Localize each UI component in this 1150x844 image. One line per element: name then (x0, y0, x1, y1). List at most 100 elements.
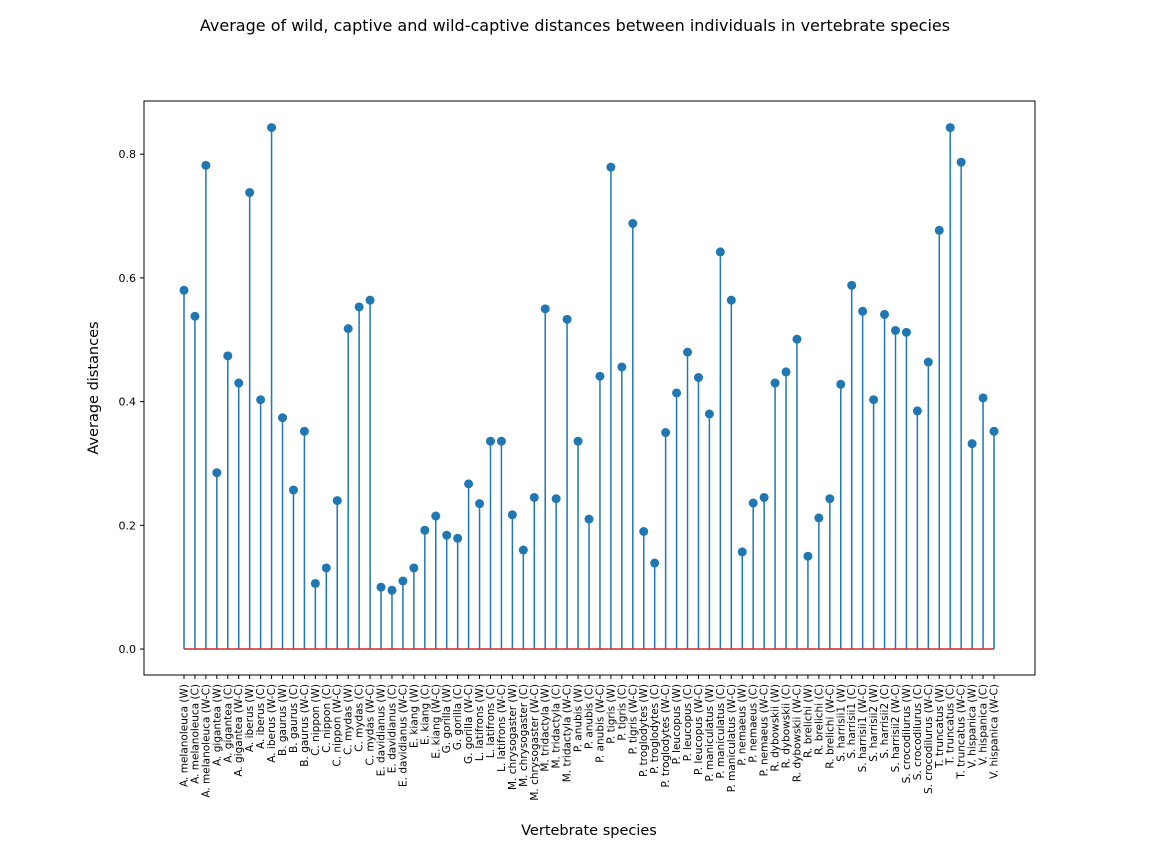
y-tick-label: 0.6 (119, 272, 137, 285)
x-tick-label: E. davidianus (W-C) (397, 684, 409, 787)
stem-marker (704, 409, 714, 419)
stem-marker (299, 426, 309, 436)
stem-marker (715, 247, 725, 257)
stem-marker (420, 525, 430, 535)
x-tick-label: S. harrisii1 (W) (835, 684, 847, 762)
x-tick-label: M. tridactyla (W) (540, 684, 552, 772)
stem-marker (967, 439, 977, 449)
stem-marker (606, 162, 616, 172)
stem-marker (234, 378, 244, 388)
x-tick-label: R. dybowskii (W-C) (791, 684, 803, 782)
x-tick-label: A. gigantea (C) (222, 684, 234, 763)
x-tick-label: M. tridactyla (C) (551, 684, 563, 769)
x-tick-label: P. maniculatus (W-C) (726, 684, 738, 792)
x-tick-label: A. melanoleuca (C) (189, 684, 201, 784)
x-tick-label: C. mydas (W) (343, 684, 355, 755)
stem-marker (803, 551, 813, 561)
stem-marker (190, 311, 200, 321)
stem-marker (321, 563, 331, 573)
x-tick-label: C. mydas (W-C) (365, 684, 377, 766)
x-tick-label: E. kiang (W) (408, 684, 420, 748)
x-tick-label: G. gorilla (W) (441, 684, 453, 753)
x-tick-label: P. maniculatus (W) (704, 684, 716, 782)
x-tick-label: P. troglodytes (W) (638, 684, 650, 777)
y-tick-label: 0.8 (119, 148, 137, 161)
x-tick-label: A. melanoleuca (W-C) (200, 684, 212, 798)
stem-marker (354, 302, 364, 312)
x-tick-label: A. iberus (W-C) (266, 684, 278, 763)
x-tick-label: G. gorilla (C) (452, 684, 464, 750)
x-tick-label: P. nemaeus (W-C) (759, 684, 771, 776)
x-tick-label: A. melanoleuca (W) (179, 684, 191, 787)
stem-marker (179, 285, 189, 295)
y-tick-label: 0.0 (119, 643, 137, 656)
stem-marker (814, 513, 824, 523)
stem-marker (507, 510, 517, 520)
x-tick-label: P. nemaeus (W) (737, 684, 749, 766)
y-tick-label: 0.2 (119, 519, 137, 532)
x-tick-label: P. maniculatus (C) (715, 684, 727, 779)
stem-marker (485, 436, 495, 446)
stem-marker (880, 309, 890, 319)
stem-marker (923, 357, 933, 367)
stem-marker (869, 395, 879, 405)
x-tick-label: P. leucopus (W-C) (693, 684, 705, 775)
stem-marker (737, 547, 747, 557)
stem-marker (442, 530, 452, 540)
x-axis-label: Vertebrate species (521, 823, 657, 839)
x-tick-label: C. nippon (W) (310, 684, 322, 756)
x-tick-label: E. davidianus (W) (376, 684, 388, 776)
y-axis: 0.0 0.2 0.4 0.6 0.8 (119, 148, 144, 656)
stem-marker (595, 371, 605, 381)
stem-marker (475, 499, 485, 509)
x-tick-label: P. tigris (C) (616, 684, 628, 741)
stem-marker (288, 485, 298, 495)
stem-marker (212, 468, 222, 478)
stem-marker (267, 123, 277, 133)
stem-marker (628, 218, 638, 228)
stem-marker (573, 436, 583, 446)
x-tick-label: V. hispanica (W-C) (989, 684, 1001, 779)
stem-marker (387, 585, 397, 595)
stem-markers (179, 123, 999, 595)
stem-marker (310, 578, 320, 588)
stem-marker (956, 157, 966, 167)
x-tick-label: P. nemaeus (C) (748, 684, 760, 763)
stem-marker (278, 413, 288, 423)
x-tick-label: B. gaurus (W-C) (299, 684, 311, 767)
stem-marker (332, 496, 342, 506)
stem-marker (223, 351, 233, 361)
x-tick-label: P. troglodytes (W-C) (660, 684, 672, 788)
stem-marker (836, 379, 846, 389)
x-tick-label: P. anubis (W) (573, 684, 585, 752)
stem-marker (409, 563, 419, 573)
x-tick-label: M. tridactyla (W-C) (562, 684, 574, 782)
stem-marker (858, 306, 868, 316)
x-tick-label: B. gaurus (W) (277, 684, 289, 756)
stem-marker (518, 545, 528, 555)
x-tick-label: P. leucopus (W) (671, 684, 683, 764)
stem-marker (726, 295, 736, 305)
stem-marker (343, 324, 353, 334)
x-tick-label: R. dybowskii (C) (781, 684, 793, 768)
stem-marker (912, 406, 922, 416)
stem-marker (365, 295, 375, 305)
y-axis-label: Average distances (86, 321, 102, 454)
stem-marker (617, 362, 627, 372)
stem-marker (890, 325, 900, 335)
x-tick-label: P. leucopus (C) (682, 684, 694, 761)
x-tick-label: E. kiang (C) (419, 684, 431, 745)
x-tick-label: E. davidianus (C) (386, 684, 398, 773)
x-tick-label: V. hispanica (C) (978, 684, 990, 765)
stem-marker (529, 492, 539, 502)
stem-marker (256, 395, 266, 405)
stem-marker (847, 280, 857, 290)
stem-marker (978, 393, 988, 403)
x-tick-label: P. anubis (W-C) (594, 684, 606, 763)
x-tick-label: S. crocodilurus (W-C) (923, 684, 935, 794)
stem-marker (770, 378, 780, 388)
stem-marker (398, 576, 408, 586)
stem-marker (453, 533, 463, 543)
stem-marker (201, 160, 211, 170)
